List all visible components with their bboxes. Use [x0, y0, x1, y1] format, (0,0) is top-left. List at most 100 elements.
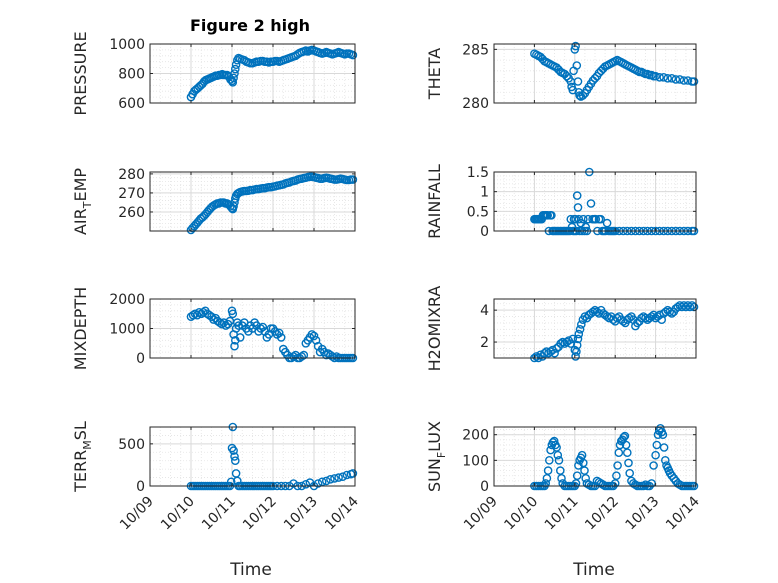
data-point: [566, 214, 576, 224]
data-point: [641, 313, 650, 323]
data-point: [677, 302, 687, 312]
subplot-8: 0 100 200 SUNFLUX 10/09 10/10 10/11 10/12 10/13 1…: [425, 421, 703, 533]
data-point: [228, 309, 238, 319]
data-point: [543, 210, 553, 220]
y-axis-label: TERRMSL: [71, 421, 94, 493]
figure-title: Figure 2 high: [190, 16, 310, 35]
data-point: [226, 477, 236, 487]
y-axis-label: PRESSURE: [71, 31, 90, 115]
data-point: [679, 76, 689, 85]
subplot-2: 280 285 THETA: [425, 41, 699, 112]
data-point: [299, 350, 309, 360]
y-axis-label: RAINFALL: [425, 164, 444, 239]
data-point: [592, 307, 602, 317]
data-point: [575, 324, 585, 334]
data-point: [689, 77, 699, 86]
data-point: [649, 461, 658, 470]
y-tick-label: 1000: [109, 37, 145, 53]
data-point: [556, 339, 566, 348]
y-tick-label: 0: [480, 479, 489, 495]
data-point: [573, 77, 583, 86]
y-axis-label: SUNFLUX: [425, 421, 448, 492]
y-tick-label: 1000: [109, 322, 145, 338]
data-point: [659, 443, 669, 452]
data-point: [194, 307, 204, 317]
data-point: [647, 312, 656, 321]
axes-box: [149, 426, 356, 487]
y-axis-label: H2OMIXRA: [425, 286, 444, 372]
data-point: [612, 471, 621, 481]
subplot-7: 0 500 TERRMSL 10/09 10/10 10/11 10/12 10/13 10/1…: [71, 421, 362, 533]
data-point: [229, 201, 238, 211]
data-point: [229, 446, 238, 455]
y-tick-label: 1: [480, 185, 489, 201]
y-axis-label: THETA: [425, 48, 444, 100]
data-point: [190, 309, 200, 319]
axes-box: [493, 426, 697, 487]
data-point: [624, 458, 633, 468]
y-tick-label: 100: [462, 453, 489, 469]
x-tick-label: 10/11: [199, 494, 239, 534]
data-point: [663, 74, 673, 83]
data-point: [550, 348, 559, 358]
y-tick-label: 600: [118, 96, 145, 112]
data-point: [547, 210, 556, 220]
x-tick-label: 10/13: [281, 494, 321, 534]
y-tick-label: 0: [136, 479, 145, 495]
x-axis-label-left: Time: [229, 560, 272, 580]
data-point: [615, 440, 625, 450]
data-point: [557, 473, 566, 483]
x-tick-label: 10/12: [240, 494, 280, 534]
data-point: [321, 350, 331, 360]
series-markers: [186, 172, 358, 235]
y-tick-label: 280: [462, 96, 489, 112]
y-tick-label: 270: [118, 186, 145, 202]
data-point: [685, 302, 695, 312]
axes-box: [493, 298, 697, 359]
x-tick-label: 10/10: [501, 494, 541, 534]
data-point: [596, 214, 606, 224]
data-point: [652, 440, 662, 450]
data-point: [543, 466, 553, 475]
axes-box: [493, 43, 697, 104]
data-point: [572, 347, 581, 356]
y-axis-label: AIRTEMP: [71, 168, 94, 235]
data-point: [230, 64, 240, 74]
data-point: [311, 335, 321, 345]
data-point: [655, 73, 664, 82]
data-point: [625, 313, 634, 323]
y-tick-label: 0.5: [467, 204, 489, 220]
data-point: [623, 448, 632, 458]
data-point: [338, 472, 348, 482]
data-point: [276, 333, 286, 342]
data-point: [651, 71, 660, 81]
data-point: [558, 337, 568, 347]
data-point: [683, 301, 693, 310]
data-point: [562, 71, 572, 81]
y-tick-label: 800: [118, 67, 145, 83]
y-tick-label: 1.5: [467, 165, 489, 181]
data-point: [332, 352, 341, 361]
data-point: [348, 50, 358, 60]
data-point: [301, 479, 311, 489]
data-point: [613, 461, 622, 470]
axes-box: [493, 171, 697, 232]
data-point: [572, 61, 582, 70]
data-point: [598, 480, 608, 490]
data-point: [671, 75, 681, 84]
data-point: [342, 470, 352, 480]
data-point: [575, 91, 584, 100]
data-point: [658, 430, 668, 440]
data-point: [307, 330, 317, 339]
series-markers: [186, 45, 358, 102]
data-point: [217, 319, 227, 329]
data-point: [554, 455, 564, 465]
data-point: [328, 352, 337, 361]
data-point: [681, 302, 691, 312]
y-tick-label: 0: [136, 351, 145, 367]
data-point: [625, 468, 635, 478]
subplot-1: 600 800 1000 PRESSURE: [71, 31, 358, 116]
data-point: [348, 175, 358, 184]
